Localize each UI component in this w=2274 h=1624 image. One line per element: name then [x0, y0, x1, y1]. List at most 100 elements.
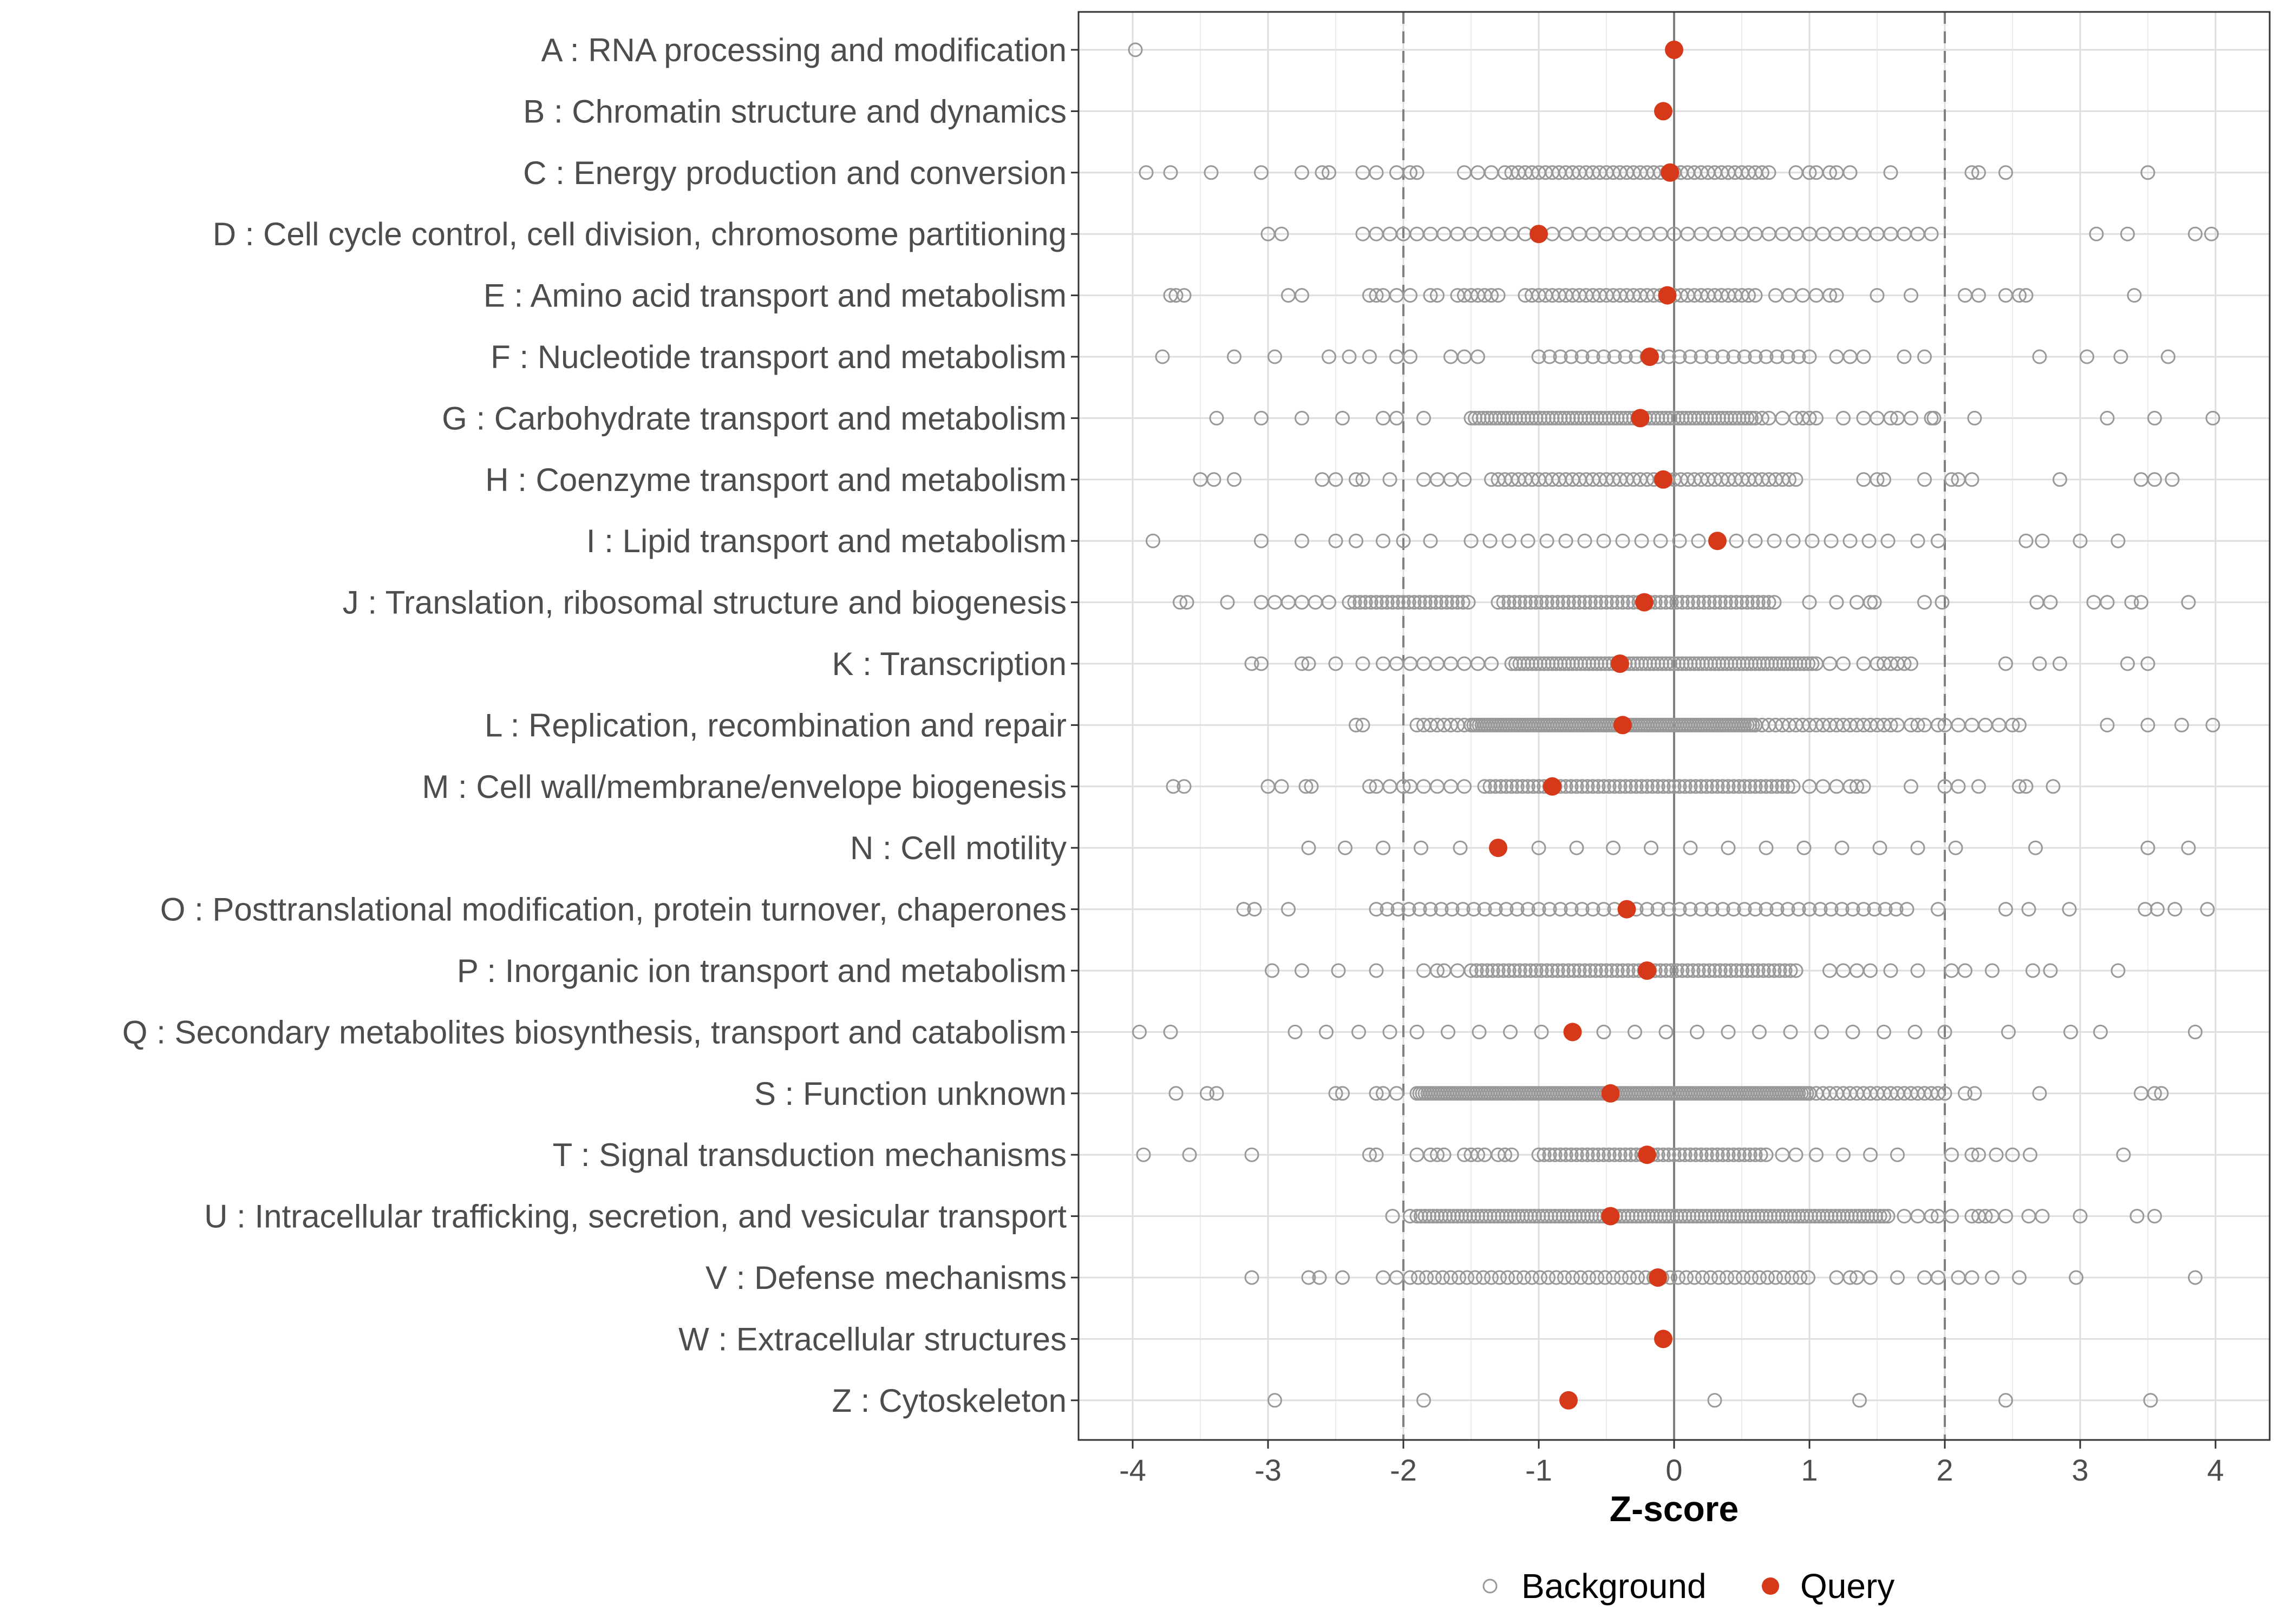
background-point — [1598, 1270, 1612, 1285]
background-point — [1485, 963, 1500, 978]
background-point — [1910, 963, 1925, 978]
background-point — [1441, 1024, 1455, 1039]
background-point — [2053, 656, 2067, 671]
background-point — [1430, 288, 1445, 303]
background-point — [1596, 533, 1611, 548]
background-point — [2110, 963, 2126, 978]
background-point — [1596, 1147, 1611, 1162]
background-point — [1227, 472, 1241, 487]
background-point — [1500, 1270, 1515, 1285]
background-point — [1338, 840, 1352, 855]
background-point — [1471, 349, 1485, 364]
background-point — [1596, 779, 1611, 794]
background-point — [1907, 1024, 1923, 1039]
background-point — [1685, 595, 1701, 610]
background-point — [1564, 1147, 1579, 1162]
category-label: H : Coenzyme transport and metabolism — [485, 462, 1067, 498]
background-point — [2062, 902, 2077, 917]
background-point — [1755, 165, 1769, 180]
background-point — [1163, 1024, 1178, 1039]
background-point — [1328, 533, 1343, 548]
background-point — [1870, 288, 1885, 303]
background-point — [1688, 1147, 1703, 1162]
background-point — [2023, 1147, 2037, 1162]
background-point — [1694, 1147, 1709, 1162]
query-point — [1661, 163, 1680, 182]
background-point — [1510, 779, 1525, 794]
background-point — [1295, 288, 1309, 303]
background-point — [1220, 595, 1235, 610]
background-point — [2100, 717, 2115, 732]
background-point — [1683, 840, 1698, 855]
background-point — [1842, 165, 1858, 180]
background-point — [1877, 1209, 1891, 1224]
background-point — [1436, 1147, 1452, 1162]
background-point — [1785, 1270, 1799, 1285]
background-point — [1880, 1209, 1896, 1224]
background-point — [1926, 410, 1942, 425]
background-point — [1880, 533, 1896, 548]
x-tick-label: -4 — [1119, 1453, 1146, 1487]
background-point — [1852, 1393, 1867, 1408]
background-point — [1385, 595, 1400, 610]
background-point — [1445, 902, 1460, 917]
background-point — [2140, 165, 2155, 180]
background-point — [1824, 533, 1839, 548]
background-point — [1319, 1024, 1334, 1039]
background-point — [1971, 165, 1986, 180]
background-point — [1206, 472, 1221, 487]
background-point — [1704, 349, 1720, 364]
x-tick-label: 4 — [2207, 1453, 2224, 1487]
background-point — [1679, 1270, 1694, 1285]
background-point — [1768, 1270, 1783, 1285]
background-point — [1688, 779, 1703, 794]
background-point — [1741, 288, 1756, 303]
background-point — [1369, 165, 1384, 180]
background-point — [1512, 595, 1527, 610]
background-point — [1177, 288, 1192, 303]
background-point — [1683, 349, 1698, 364]
background-point — [1347, 595, 1362, 610]
background-point — [1910, 533, 1925, 548]
background-point — [1580, 779, 1595, 794]
background-point — [1349, 717, 1363, 732]
background-point — [1585, 1147, 1600, 1162]
background-point — [1978, 1209, 1993, 1224]
query-point — [1641, 348, 1659, 366]
background-point — [2147, 1209, 2162, 1224]
background-point — [1407, 595, 1422, 610]
background-point — [1569, 840, 1584, 855]
background-point — [1385, 1209, 1400, 1224]
background-point — [1607, 349, 1622, 364]
background-point — [1591, 1147, 1606, 1162]
background-point — [1580, 1147, 1595, 1162]
background-point — [1910, 717, 1925, 732]
background-point — [1814, 1024, 1829, 1039]
background-point — [1564, 349, 1579, 364]
background-point — [1998, 902, 2013, 917]
background-point — [1669, 963, 1684, 978]
background-point — [2018, 288, 2034, 303]
background-point — [1423, 533, 1438, 548]
background-point — [1870, 472, 1885, 487]
background-point — [1417, 595, 1433, 610]
background-point — [1549, 1270, 1564, 1285]
background-point — [1904, 410, 1918, 425]
background-point — [1883, 410, 1898, 425]
background-point — [1501, 595, 1517, 610]
background-point — [1967, 1086, 1982, 1101]
background-point — [1809, 1147, 1824, 1162]
background-point — [1759, 779, 1774, 794]
background-point — [1517, 1270, 1531, 1285]
background-point — [1315, 165, 1330, 180]
background-point — [1531, 349, 1546, 364]
background-point — [1604, 963, 1619, 978]
background-point — [2053, 472, 2067, 487]
background-point — [1572, 595, 1587, 610]
background-point — [2134, 595, 2148, 610]
query-point — [1638, 1145, 1656, 1164]
background-point — [1416, 1393, 1431, 1408]
background-point — [1872, 840, 1887, 855]
background-point — [1744, 1270, 1759, 1285]
